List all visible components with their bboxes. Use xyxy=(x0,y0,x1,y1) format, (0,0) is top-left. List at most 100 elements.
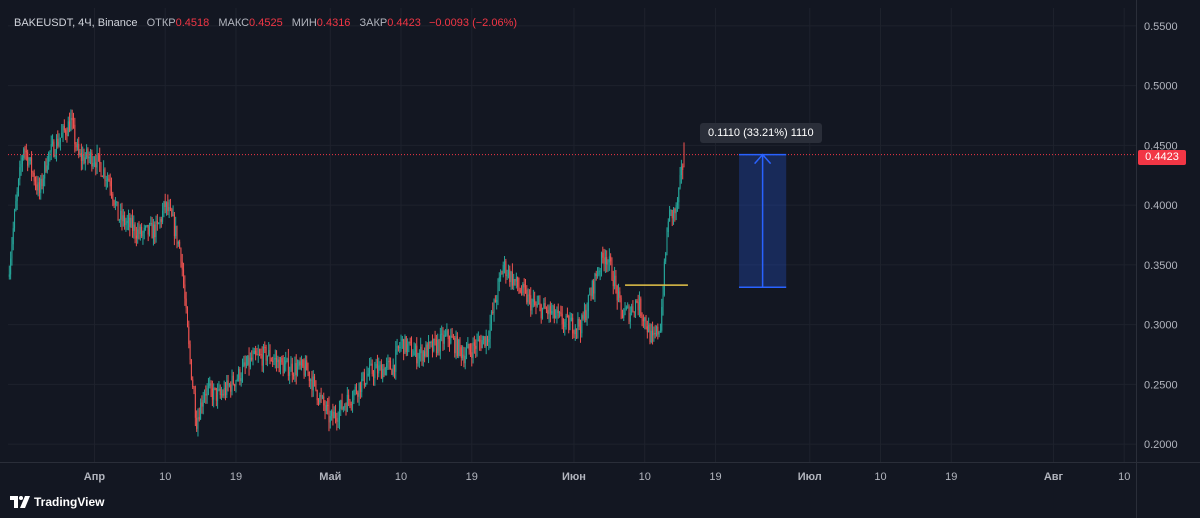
y-tick-label: 0.5000 xyxy=(1144,81,1178,93)
candle-body xyxy=(667,221,669,232)
candle-body xyxy=(645,317,647,327)
candle-body xyxy=(624,308,626,315)
candle-body xyxy=(665,253,667,262)
candle-body xyxy=(21,157,23,164)
candle-body xyxy=(314,376,316,381)
candle-body xyxy=(160,218,162,222)
candle-body xyxy=(582,315,584,319)
candle-body xyxy=(504,261,506,265)
candle-body xyxy=(393,364,395,372)
candle-body xyxy=(407,344,409,352)
candle-body xyxy=(125,223,127,225)
tradingview-brand[interactable]: TradingView xyxy=(10,494,104,510)
candle-body xyxy=(317,400,319,403)
candle-body xyxy=(226,380,228,396)
candle-body xyxy=(16,191,18,202)
candle-body xyxy=(321,396,323,398)
candle-body xyxy=(141,226,143,237)
candle-body xyxy=(163,201,165,211)
candle-body xyxy=(399,347,401,349)
candle-body xyxy=(38,182,40,193)
candle-body xyxy=(101,176,103,178)
candle-body xyxy=(378,365,380,374)
candle-body xyxy=(526,289,528,303)
candle-body xyxy=(380,364,382,379)
candle-body xyxy=(517,276,519,287)
candle-body xyxy=(113,200,115,206)
candle-body xyxy=(27,152,29,166)
candle-body xyxy=(384,367,386,376)
candle-body xyxy=(488,338,490,343)
candle-body xyxy=(327,405,329,407)
candle-body xyxy=(430,341,432,344)
candle-body xyxy=(496,299,498,303)
candle-body xyxy=(409,341,411,343)
candle-body xyxy=(80,153,82,161)
candle-body xyxy=(543,303,545,308)
candle-body xyxy=(145,226,147,228)
candle-body xyxy=(612,280,614,287)
candle-body xyxy=(555,315,557,318)
candle-body xyxy=(192,379,194,388)
candle-body xyxy=(671,209,673,219)
candle-body xyxy=(679,175,681,188)
candle-body xyxy=(184,284,186,299)
candle-body xyxy=(213,387,215,400)
x-tick-label: Июн xyxy=(562,471,586,483)
candle-body xyxy=(485,336,487,347)
candle-body xyxy=(359,382,361,392)
candle-body xyxy=(659,330,661,332)
candle-body xyxy=(215,388,217,401)
candle-body xyxy=(37,182,39,191)
candle-body xyxy=(666,231,668,254)
candle-body xyxy=(299,361,301,366)
candle-body xyxy=(107,178,109,181)
candle-body xyxy=(534,299,536,305)
last-candle-body xyxy=(683,143,685,155)
candle-body xyxy=(501,273,503,275)
candle-body xyxy=(183,269,185,285)
candle-body xyxy=(278,359,280,372)
candle-body xyxy=(369,364,371,374)
candle-body xyxy=(196,417,198,429)
candle-body xyxy=(353,391,355,400)
candle-body xyxy=(283,364,285,374)
candle-body xyxy=(171,209,173,216)
candle-body xyxy=(31,157,33,173)
symbol-legend: BAKEUSDT, 4Ч, Binance ОТКР0.4518 МАКС0.4… xyxy=(14,17,517,29)
candle-body xyxy=(403,339,405,354)
candle-body xyxy=(439,334,441,352)
candle-body xyxy=(129,217,131,228)
candle-body xyxy=(236,378,238,381)
candle-body xyxy=(396,345,398,350)
candle-body xyxy=(112,193,114,201)
candle-body xyxy=(467,344,469,349)
candle-body xyxy=(500,273,502,278)
candle-body xyxy=(658,331,660,335)
y-tick-label: 0.4500 xyxy=(1144,140,1178,152)
candle-body xyxy=(611,261,613,281)
candle-body xyxy=(657,326,659,335)
candle-body xyxy=(562,324,564,328)
candle-body xyxy=(452,337,454,339)
candle-body xyxy=(678,187,680,203)
candle-body xyxy=(661,307,663,331)
candle-body xyxy=(514,278,516,282)
candle-body xyxy=(586,311,588,321)
candle-body xyxy=(17,179,19,192)
candle-body xyxy=(484,336,486,347)
candle-body xyxy=(175,225,177,237)
candle-body xyxy=(618,291,620,301)
candle-body xyxy=(146,224,148,227)
candle-body xyxy=(669,210,671,222)
candle-body xyxy=(234,384,236,387)
candle-body xyxy=(348,394,350,401)
candle-body xyxy=(426,344,428,357)
candle-body xyxy=(302,359,304,367)
candle-body xyxy=(627,306,629,308)
candle-body xyxy=(238,368,240,379)
